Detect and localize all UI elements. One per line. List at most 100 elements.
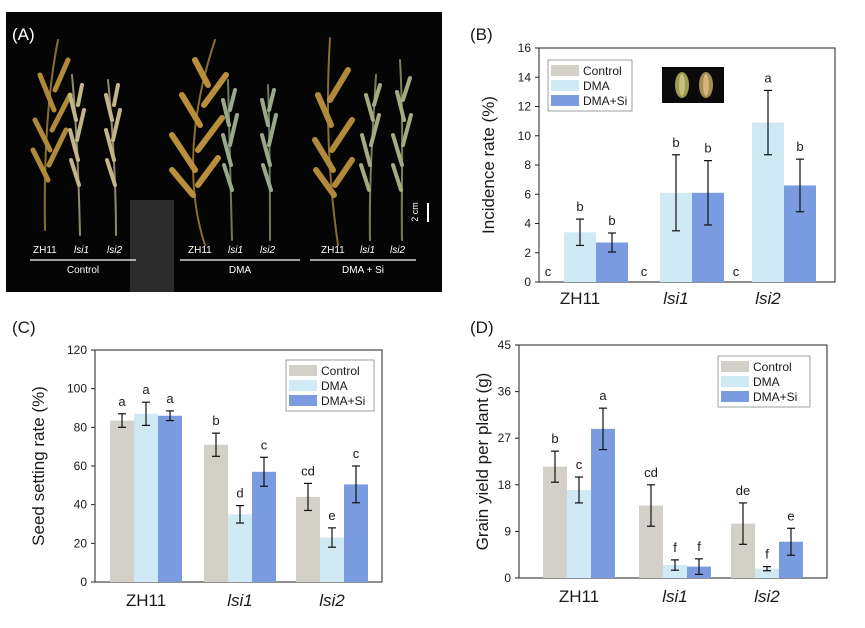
photo-group-dma: ZH11 lsi1 lsi2 DMA [180,245,300,276]
y-tick-label: 14 [518,70,532,84]
y-tick-label: 0 [80,575,87,589]
significance-letter: c [641,264,648,279]
significance-letter: cd [644,465,658,480]
chart-grain-yield: 0 9 18 27 36 45 Grain yield per plant (g) b c a ZH… [473,338,828,606]
y-axis-title: Seed setting rate (%) [29,386,48,546]
bar-dma-lsi1 [228,514,252,582]
legend-label: DMA [583,79,610,93]
bar-dmasi-zh11 [591,428,615,578]
significance-letter: c [733,264,740,279]
panicle-dmasi-lsi1 [359,74,382,241]
panel-d-label: (D) [470,318,494,337]
legend-swatch [721,376,749,387]
y-tick-label: 0 [524,275,531,289]
significance-letter: c [353,446,360,461]
y-tick-label: 8 [524,158,531,172]
x-category-label: lsi2 [319,591,345,610]
legend-label: DMA+Si [753,390,797,404]
y-tick-label: 2 [524,246,531,260]
chart-seed-setting-rate: 0 20 40 60 80 100 120 Seed setting rate (%) a a a Z… [29,343,383,610]
panel-a-label: (A) [12,25,35,44]
photo-line-label: ZH11 [321,245,345,256]
y-tick-label: 45 [498,338,512,352]
panicle-control-lsi1 [68,74,86,236]
y-tick-label: 4 [524,217,531,231]
bar-dma-zh11 [567,489,591,578]
x-category-label: ZH11 [560,289,600,308]
significance-letter: b [704,141,711,156]
bar-control-lsi2 [296,496,320,582]
significance-letter: a [599,388,607,403]
y-tick-label: 6 [524,187,531,201]
bar-dmasi-lsi1 [252,471,276,582]
y-tick-label: 100 [67,382,87,396]
bar-dma-zh11 [134,413,158,582]
photo-group-label: Control [67,265,99,276]
significance-letter: e [787,508,794,523]
y-axis-title: Incidence rate (%) [479,96,498,234]
y-tick-label: 12 [518,100,532,114]
photo-line-label: ZH11 [33,245,57,256]
x-category-label: ZH11 [126,591,166,610]
legend-swatch [721,361,749,372]
y-tick-label: 0 [504,571,511,585]
photo-line-label: lsi2 [107,245,122,256]
bar-dma-lsi1 [663,565,687,578]
x-category-label: lsi1 [663,289,689,308]
photo-gray-block [130,200,174,292]
x-category-label: ZH11 [559,587,599,606]
panicle-dma-lsi1 [221,79,239,241]
bar-control-zh11 [110,420,134,582]
y-tick-label: 80 [74,420,88,434]
significance-letter: b [576,199,583,214]
photo-group-label: DMA + Si [342,265,384,276]
significance-letter: a [166,391,174,406]
legend-swatch [289,395,317,406]
x-category-label: lsi1 [662,587,688,606]
chart-incidence-rate: 0 2 4 6 8 10 12 14 16 Incidence rate (%) c b b ZH11 c b… [479,41,836,308]
significance-letter: a [118,394,126,409]
significance-letter: a [764,70,772,85]
photo-group-dmasi: ZH11 lsi1 lsi2 DMA + Si [310,245,416,276]
bar-control-zh11 [543,466,567,578]
legend-label: DMA [753,375,780,389]
panicle-dmasi-lsi2 [391,59,413,241]
significance-letter: cd [301,463,315,478]
significance-letter: b [796,139,803,154]
panicle-dmasi-zh11 [312,37,355,246]
significance-letter: c [261,437,268,452]
legend-swatch [551,65,579,76]
panicle-dma-lsi2 [260,84,278,241]
bar-dma-lsi2 [755,568,779,578]
legend-label: DMA+Si [321,394,365,408]
legend-swatch [551,80,579,91]
photo-line-label: lsi1 [74,245,89,256]
panicle-control-zh11 [30,39,73,231]
significance-letter: f [697,539,701,554]
y-tick-label: 40 [74,498,88,512]
legend-swatch [721,391,749,402]
legend-label: Control [753,360,792,374]
panel-a: (A) 2 cm ZH11 lsi1 lsi2 Control ZH11 lsi… [6,12,442,292]
panicle-dma-zh11 [169,39,229,246]
y-tick-label: 20 [74,536,88,550]
scale-bar-label: 2 cm [410,202,420,222]
photo-group-control: ZH11 lsi1 lsi2 Control [30,245,136,276]
legend-swatch [551,95,579,106]
panel-b-label: (B) [470,25,493,44]
legend-label: Control [321,364,360,378]
rice-panicles-illustration [30,37,413,246]
significance-letter: c [576,457,583,472]
significance-letter: f [765,547,769,562]
grain-inset-photo [662,67,724,103]
significance-letter: b [608,213,615,228]
legend-swatch [289,380,317,391]
y-axis-title: Grain yield per plant (g) [473,373,492,551]
y-tick-label: 120 [67,343,87,357]
y-tick-label: 16 [518,41,532,55]
legend-label: Control [583,64,622,78]
y-tick-label: 36 [498,385,512,399]
significance-letter: e [328,508,335,523]
photo-line-label: lsi2 [390,245,405,256]
